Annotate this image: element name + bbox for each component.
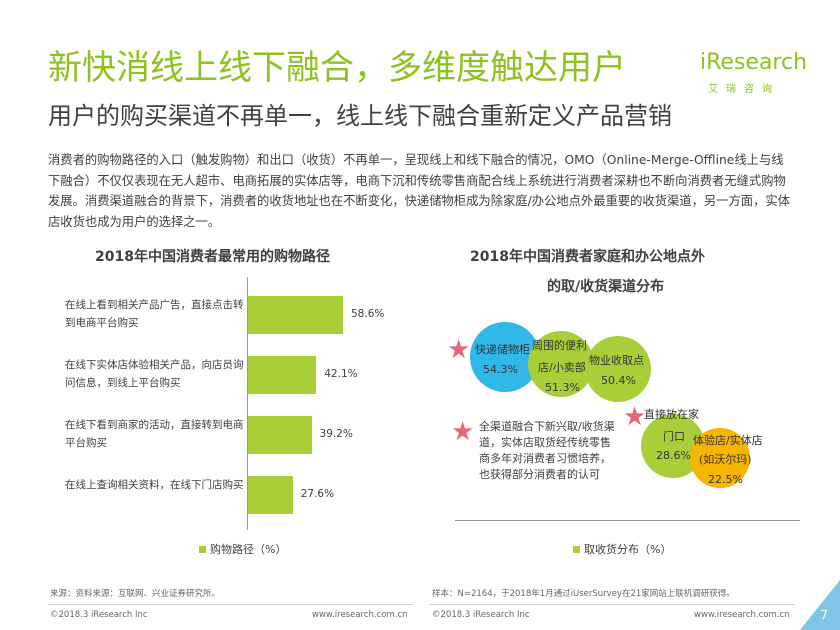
bar-category-label: 在线上查询相关资料，在线下门店购买 xyxy=(65,479,244,491)
corner-decoration xyxy=(800,580,840,630)
bar-value-label: 27.6% xyxy=(300,488,335,500)
bubble-chart-note: 全渠道融合下新兴取/收货渠道，实体店取货经传统零售商多年对消费者习惯培养，也获得… xyxy=(479,420,615,481)
bar-value-label: 58.6% xyxy=(351,308,385,320)
bar-value-label: 39.2% xyxy=(319,428,353,440)
bar-chart-legend: 购物路径（%） xyxy=(199,541,286,557)
bubble-label: 快递储物柜 xyxy=(475,343,530,356)
bubble-label: 直接放在家 xyxy=(644,408,699,421)
bar-value-label: 42.1% xyxy=(324,368,358,380)
legend-swatch xyxy=(573,545,580,553)
bar-category-label: 在线上看到相关产品广告，直接点击转到电商平台购买 xyxy=(65,299,244,329)
bubble xyxy=(528,331,594,397)
bar-category-label: 在线下看到商家的活动，直接转到电商平台购买 xyxy=(65,419,244,449)
bubble-label: 门口 xyxy=(663,430,685,443)
iresearch-logo: iResearch 艾瑞咨询 xyxy=(690,48,807,96)
bubble xyxy=(585,336,651,402)
footer-url-link[interactable]: www.iresearch.com.cn xyxy=(312,610,408,620)
legend-label: 购物路径（%） xyxy=(210,543,287,556)
bar xyxy=(248,416,312,454)
page-number: 7 xyxy=(820,608,828,622)
star-icon: ★ xyxy=(447,335,471,365)
logo-text: iResearch xyxy=(700,50,808,75)
logo-cn-text: 艾瑞咨询 xyxy=(708,84,780,95)
legend-label: 取收货分布（%） xyxy=(584,543,672,556)
bubble-label: 体验店/实体店 xyxy=(693,434,763,447)
bar-category-label: 在线下实体店体验相关产品，向店员询问信息，到线上平台购买 xyxy=(65,359,244,389)
star-icon: ★ xyxy=(451,417,475,447)
bubble xyxy=(690,428,750,488)
sample-note: 样本：N=2164，于2018年1月通过iUserSurvey在21家网站上联机… xyxy=(432,589,735,599)
bubble-value-label: 28.6% xyxy=(656,449,691,462)
bar xyxy=(248,356,317,394)
page-title: 新快消线上线下融合，多维度触达用户 xyxy=(48,48,626,88)
intro-paragraph: 消费者的购物路径的入口（触发购物）和出口（收货）不再单一，呈现线上和线下融合的情… xyxy=(48,153,790,229)
legend-swatch xyxy=(199,545,206,553)
bubble-label: 周围的便利 xyxy=(532,339,587,352)
bubble-label: (如沃尔玛) xyxy=(699,453,752,466)
bubble-label: 物业收取点 xyxy=(589,354,644,367)
bubble-chart-title-line2: 的取/收货渠道分布 xyxy=(547,279,665,295)
bar xyxy=(248,476,293,514)
bubble-value-label: 54.3% xyxy=(483,363,518,376)
page-subtitle: 用户的购买渠道不再单一，线上线下融合重新定义产品营销 xyxy=(48,102,672,130)
source-note: 来源：资料来源：互联网、兴业证券研究所。 xyxy=(50,589,221,599)
bubble-label: 店/小卖部 xyxy=(538,361,586,374)
bubble-chart-title-line1: 2018年中国消费者家庭和办公地点外 xyxy=(470,249,705,265)
bubble-value-label: 50.4% xyxy=(601,374,636,387)
footer-divider xyxy=(48,604,413,605)
footer-url-link[interactable]: www.iresearch.com.cn xyxy=(694,610,790,620)
bubble-value-label: 22.5% xyxy=(708,473,743,486)
bar xyxy=(248,296,343,334)
bar-chart-title: 2018年中国消费者最常用的购物路径 xyxy=(95,249,330,265)
star-icon: ★ xyxy=(623,402,647,432)
bar-chart-axis xyxy=(247,277,248,530)
copyright: ©2018.3 iResearch Inc xyxy=(432,610,530,620)
bubble-chart-axis xyxy=(455,520,800,521)
bubble-value-label: 51.3% xyxy=(545,381,580,394)
bubble-chart-legend: 取收货分布（%） xyxy=(573,541,671,557)
footer-divider xyxy=(430,604,795,605)
copyright: ©2018.3 iResearch Inc xyxy=(50,610,148,620)
